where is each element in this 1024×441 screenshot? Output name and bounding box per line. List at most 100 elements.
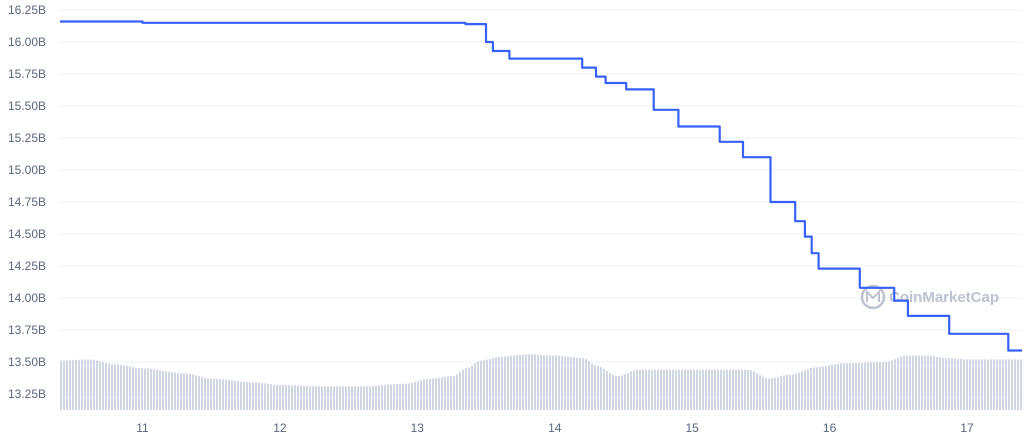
y-tick-label: 14.50B <box>8 227 46 241</box>
volume-bar <box>981 359 983 410</box>
volume-bar <box>867 362 869 410</box>
volume-bar <box>459 371 461 410</box>
volume-bar <box>516 355 518 410</box>
volume-bar <box>810 368 812 410</box>
volume-bar <box>564 356 566 410</box>
volume-bar <box>453 375 455 410</box>
volume-bar <box>678 369 680 410</box>
volume-bar <box>228 380 230 410</box>
volume-bar <box>648 369 650 410</box>
volume-bar <box>801 371 803 410</box>
volume-bar <box>150 368 152 410</box>
volume-bar <box>441 377 443 410</box>
volume-bar <box>270 384 272 410</box>
y-tick-label: 14.25B <box>8 259 46 273</box>
volume-bar <box>267 383 269 410</box>
volume-bar <box>822 366 824 410</box>
volume-bar <box>546 355 548 410</box>
volume-bar <box>891 360 893 410</box>
volume-bar <box>465 368 467 410</box>
watermark-logo-icon <box>860 284 886 310</box>
volume-bar <box>189 374 191 410</box>
volume-bar <box>957 358 959 410</box>
volume-bar <box>141 368 143 410</box>
watermark-text: CoinMarketCap <box>889 289 999 306</box>
volume-bar <box>525 354 527 410</box>
volume-bar <box>387 384 389 410</box>
volume-bar <box>234 380 236 410</box>
volume-bar <box>285 385 287 410</box>
volume-bar <box>750 370 752 410</box>
volume-bar <box>894 359 896 410</box>
volume-bar <box>756 373 758 410</box>
volume-bar <box>372 385 374 410</box>
volume-bar <box>144 368 146 410</box>
volume-bar <box>408 383 410 410</box>
volume-bar <box>696 369 698 410</box>
volume-bar <box>294 385 296 410</box>
volume-bar <box>672 369 674 410</box>
volume-bar <box>156 369 158 410</box>
volume-bar <box>504 356 506 410</box>
volume-bar <box>93 359 95 410</box>
volume-bar <box>924 355 926 410</box>
volume-bar <box>951 358 953 410</box>
volume-bar <box>663 369 665 410</box>
volume-bar <box>690 369 692 410</box>
volume-bar <box>381 385 383 410</box>
volume-bar <box>945 358 947 410</box>
volume-bar <box>246 382 248 410</box>
volume-bar <box>60 360 62 410</box>
volume-bar <box>138 368 140 410</box>
volume-bar <box>87 359 89 410</box>
volume-bar <box>705 369 707 410</box>
volume-bar <box>720 369 722 410</box>
volume-bar <box>966 359 968 410</box>
volume-bar <box>912 355 914 410</box>
volume-bar <box>117 364 119 410</box>
volume-bar <box>942 357 944 410</box>
volume-bar <box>792 374 794 410</box>
volume-bar <box>255 382 257 410</box>
volume-bar <box>1017 359 1019 410</box>
volume-bar <box>171 372 173 410</box>
volume-bar <box>366 386 368 410</box>
volume-bar <box>120 364 122 410</box>
volume-bar <box>765 378 767 410</box>
volume-bar <box>417 381 419 410</box>
volume-bar <box>435 378 437 410</box>
volume-bar <box>315 386 317 410</box>
volume-bar <box>726 369 728 410</box>
volume-bar <box>426 379 428 410</box>
volume-bar <box>975 359 977 410</box>
x-tick-label: 14 <box>548 421 562 435</box>
volume-bar <box>123 365 125 410</box>
volume-bar <box>567 356 569 410</box>
volume-bar <box>831 364 833 410</box>
volume-bar <box>219 379 221 410</box>
volume-bar <box>915 355 917 410</box>
volume-bar <box>879 362 881 410</box>
volume-bar <box>483 360 485 410</box>
volume-bar <box>852 363 854 410</box>
volume-bar <box>384 384 386 410</box>
volume-bar <box>507 356 509 410</box>
volume-bar <box>903 355 905 410</box>
watermark: CoinMarketCap <box>860 284 999 310</box>
volume-bar <box>714 369 716 410</box>
volume-bar <box>795 373 797 410</box>
volume-bar <box>519 354 521 410</box>
volume-bar <box>627 372 629 410</box>
volume-bar <box>210 378 212 410</box>
volume-bar <box>849 363 851 410</box>
volume-bar <box>153 369 155 410</box>
volume-bar <box>1011 359 1013 410</box>
volume-bar <box>522 354 524 410</box>
volume-bar <box>927 355 929 410</box>
volume-bar <box>702 369 704 410</box>
volume-bar <box>309 386 311 410</box>
volume-bar <box>438 377 440 410</box>
volume-bar <box>498 356 500 410</box>
volume-bar <box>111 364 113 410</box>
